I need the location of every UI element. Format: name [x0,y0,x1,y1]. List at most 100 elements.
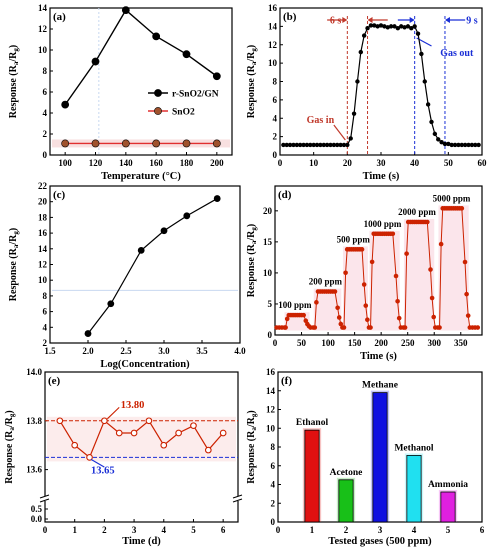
panel-f-bar-label: Acetone [330,468,363,478]
panel-c-series-line [87,198,218,334]
panel-b-xtick-label: 60 [478,158,488,168]
panel-a-point [212,72,221,81]
panel-f-bar [406,455,422,523]
panel-e-point [160,441,168,449]
panel-b-point [331,142,337,148]
panel-a-legend-marker [154,89,162,97]
panel-c-xtick-label: 4.0 [234,346,246,356]
panel-a-legend-label: r-SnO2/GN [172,90,219,100]
panel-f-ytick-label: 16 [266,367,276,377]
panel-b-point [345,142,350,148]
panel-e-point [219,429,227,437]
panel-d-point [464,291,469,297]
panel-d-point [341,325,347,330]
panel-d-point [438,241,444,247]
panel-b-ytick-label: 8 [273,77,278,87]
panel-f-xtick-label: 1 [310,525,315,535]
panel-e-max-arrow [106,406,120,420]
panel-d-point [368,325,373,330]
panel-b-ytick-label: 6 [273,95,278,105]
panel-e-xtick-label: 0 [43,525,48,535]
panel-b-point [355,79,360,84]
panel-c-point [183,212,191,220]
panel-c-ytick-label: 4 [43,322,48,332]
panel-d-tag: (d) [278,189,292,201]
panel-f-bar [440,491,456,523]
panel-d-point [369,259,375,265]
panel-e-ytick-label: 0.0 [31,514,43,524]
panel-d-xtick-label: 250 [401,338,415,348]
panel-c-xtick-label: 1.5 [44,346,56,356]
panel-d-ytick-label: 10 [263,268,273,278]
panel-e-point [86,454,93,461]
panel-b-arrowhead [367,17,373,23]
panel-f-tag: (f) [281,375,292,387]
panel-c-ytick-label: 8 [43,291,48,301]
panel-b-point [388,24,394,29]
panel-c-point [107,300,115,308]
panel-c-point [160,227,168,235]
panel-e-tag: (e) [48,375,61,387]
panel-c-xtick-label: 3.5 [196,346,208,356]
panel-f-bar-label: Methanol [394,443,433,453]
panel-d-pulse-shade [369,230,400,331]
panel-a-point [182,139,191,148]
panel-b-point [442,141,448,147]
panel-b-annot-9s: 9 s [466,16,478,27]
panel-a-tag: (a) [53,11,66,23]
panel-b-ytick-label: 10 [268,58,278,68]
panel-a-point [61,100,70,109]
panel-e-break-mark [39,498,50,503]
panel-b-point [365,26,370,31]
panel-d-point [431,314,437,320]
panel-b-ytick-label: 0 [273,150,278,160]
panel-a-point [61,139,70,148]
panel-a-point [152,139,161,148]
panel-b-xtick-label: 40 [410,158,420,168]
panel-d-point [396,315,402,321]
panel-d-point [363,303,369,308]
panel-c-ytick-label: 10 [38,275,48,285]
panel-a-legend-marker [154,107,162,115]
panel-f-ylabel: Response (Ra/Rg) [246,410,258,483]
panel-c-ytick-label: 6 [43,307,48,317]
panel-e-point [145,417,153,425]
panel-a-series-line [64,9,218,106]
panel-a-ytick-label: 0 [43,150,48,160]
panel-c-ytick-label: 18 [38,212,48,222]
panel-e-xtick-label: 3 [132,525,137,535]
panel-b-ytick-label: 2 [273,132,278,142]
panel-b-point [304,142,310,148]
panel-d-point [425,219,430,225]
panel-d-point [465,313,471,318]
panel-d-xtick-label: 150 [348,338,362,348]
panel-f-bar [304,429,320,523]
panel-a-ytick-label: 4 [43,108,48,118]
panel-d-xtick-label: 300 [427,338,441,348]
panel-c-xtick-label: 2.0 [82,346,94,356]
panel-d-pulse-label: 100 ppm [278,300,312,310]
panel-b-point [382,24,387,29]
panel-a-ytick-label: 6 [43,87,48,97]
panel-c-ytick-label: 2 [43,338,48,348]
panel-c-point [213,195,221,202]
panel-d-point [359,247,365,252]
panel-d-point [437,325,442,330]
panel-d-xtick-label: 0 [273,338,278,348]
panel-f-xtick-label: 2 [344,525,349,535]
panel-d-pulse-shade [403,219,435,331]
panel-e-break-mask [234,496,242,501]
panel-c-ytick-label: 12 [38,260,48,270]
panel-b-point [432,131,438,137]
panel-e-xtick-label: 2 [102,525,107,535]
panel-c-ylabel: Response (Ra/Rg) [8,228,20,301]
panel-a-point [212,139,221,148]
panel-d-point [332,289,338,294]
panel-d-point [365,317,370,323]
panel-f-ytick-label: 8 [271,442,276,452]
panel-c-point [137,246,145,254]
panel-e-max-label: 13.80 [121,400,145,411]
panel-b-gas-in-arrow [333,124,346,141]
panel-c-ytick-label: 16 [38,228,48,238]
panel-e-ytick-label: 13.6 [26,465,42,475]
